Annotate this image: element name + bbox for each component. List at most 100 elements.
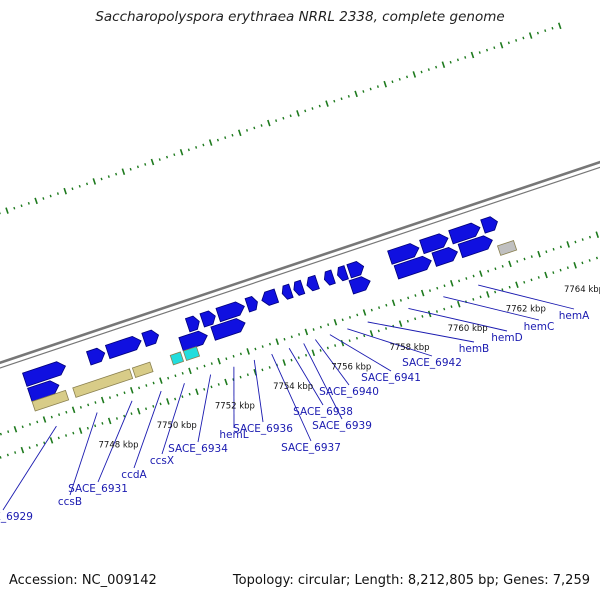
minor-tick-mark [71,187,74,191]
gene-arrow[interactable] [280,283,294,300]
minor-tick-mark [501,264,504,268]
minor-tick-mark [115,417,118,420]
gene-label[interactable]: ccsB [58,496,82,508]
gene-label[interactable]: ccsX [150,455,174,467]
gene-label[interactable]: SACE_6938 [293,406,353,418]
gene-arrow[interactable] [335,265,349,282]
major-tick-mark [49,437,54,444]
gene-arrow[interactable] [431,245,460,267]
gene-label[interactable]: SACE_6940 [319,386,379,398]
gene-label[interactable]: hemA [559,310,590,322]
rna-feature[interactable] [182,346,201,361]
gene-arrow[interactable] [457,234,494,259]
minor-tick-mark [581,261,584,265]
minor-tick-mark [57,436,60,440]
gene-label[interactable]: SACE_6939 [312,420,372,432]
gene-arrow[interactable] [22,359,68,387]
gene-label[interactable]: SACE_6934 [168,443,228,455]
gene-arrow[interactable] [292,279,306,296]
minor-tick-mark [399,298,402,302]
major-tick-mark [340,339,345,347]
pseudo-feature[interactable] [72,368,134,398]
major-tick-mark [267,119,271,127]
pseudo-feature[interactable] [131,361,154,378]
minor-tick-mark [210,362,213,365]
gene-arrow[interactable] [86,346,107,366]
major-tick-mark [391,299,396,307]
gene-label[interactable]: SACE_6936 [233,423,293,435]
minor-tick-mark [305,353,308,357]
major-tick-mark [78,427,83,434]
major-tick-mark [166,398,170,405]
gene-arrow[interactable] [419,232,451,255]
gene-arrow[interactable] [393,254,433,280]
minor-tick-mark [145,407,148,411]
gene-arrow[interactable] [104,334,143,360]
gene-arrow[interactable] [346,260,366,279]
gene-label[interactable]: SACE_6941 [361,372,421,384]
minor-tick-mark [574,240,577,244]
kbp-tick-label: 7748 kbp [99,440,139,450]
gene-arrow[interactable] [244,295,260,313]
gray-feature[interactable] [496,240,518,256]
minor-tick-mark [174,374,177,378]
minor-tick-mark [21,425,24,429]
kbp-tick-label: 7762 kbp [506,304,546,314]
minor-tick-mark [333,99,336,103]
minor-tick-mark [559,268,562,272]
minor-tick-mark [14,451,17,454]
gene-arrow[interactable] [305,274,320,292]
leader-line [367,321,475,343]
minor-tick-mark [187,148,190,152]
gene-label[interactable]: hemL [219,429,248,441]
minor-tick-mark [159,402,162,406]
gene-arrow[interactable] [387,241,422,265]
minor-tick-mark [36,420,39,424]
gene-arrow[interactable] [27,379,62,403]
gene-label[interactable]: hemB [459,343,490,355]
minor-tick-mark [94,424,97,428]
major-tick-mark [354,90,358,98]
gene-arrow[interactable] [348,274,372,295]
minor-tick-mark [289,114,292,118]
gene-arrow[interactable] [448,221,483,245]
minor-tick-mark [487,269,490,273]
major-tick-mark [42,416,47,423]
minor-tick-mark [552,247,555,251]
gene-label[interactable]: hemD [491,332,522,344]
gene-arrow[interactable] [322,269,336,286]
major-tick-mark [195,388,199,396]
gene-label[interactable]: SACE_6942 [402,357,462,369]
minor-tick-mark [551,26,554,30]
minor-tick-mark [326,346,329,350]
rna-feature[interactable] [169,351,185,366]
gene-arrow[interactable] [141,328,161,347]
minor-tick-mark [78,184,81,188]
gene-arrow[interactable] [199,309,218,328]
pseudo-feature[interactable] [31,389,70,412]
leader-line [408,307,508,332]
gene-arrow[interactable] [260,288,280,307]
minor-tick-mark [523,280,526,284]
major-tick-mark [479,270,483,277]
minor-tick-mark [378,306,381,310]
gene-label[interactable]: SACE_6931 [68,483,128,495]
minor-tick-mark [530,255,533,258]
gene-label[interactable]: SACE_6929 [0,511,33,523]
minor-tick-mark [290,335,293,339]
major-tick-mark [470,51,475,59]
gene-label[interactable]: hemC [524,321,555,333]
leader-line [443,296,540,321]
gene-arrow[interactable] [210,316,247,341]
minor-tick-mark [458,279,461,283]
major-tick-mark [362,309,367,316]
minor-tick-mark [501,288,504,291]
gene-arrow[interactable] [184,315,201,333]
gene-arrow[interactable] [215,300,247,323]
gene-label[interactable]: SACE_6937 [281,442,341,454]
gene-label[interactable]: ccdA [121,469,147,481]
backbone-line [0,166,600,369]
gene-arrow[interactable] [178,329,210,352]
gene-arrow[interactable] [480,215,500,234]
